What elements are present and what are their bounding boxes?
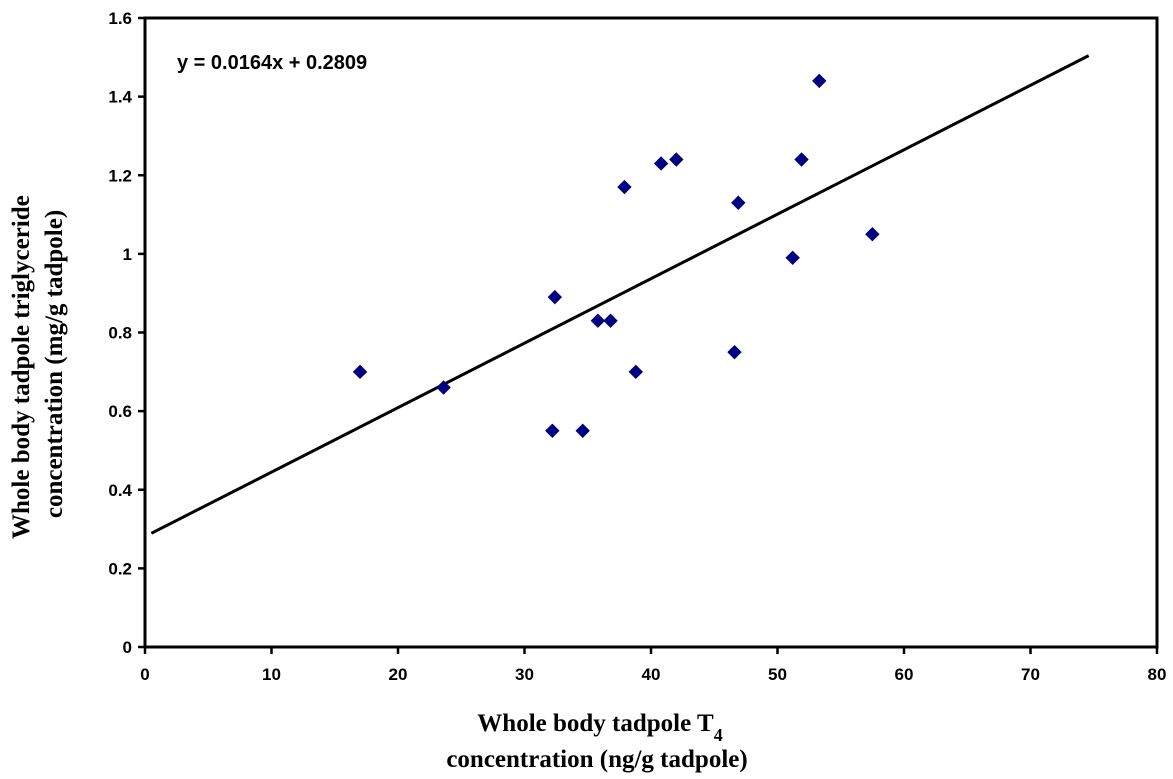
y-tick-label: 0.2 <box>108 559 132 578</box>
x-axis-title-line-1-text: Whole body tadpole T <box>477 710 714 737</box>
x-tick-label: 10 <box>262 665 281 684</box>
y-tick-label: 1.4 <box>108 88 132 107</box>
y-tick-label: 1.2 <box>108 166 132 185</box>
data-point-marker <box>603 313 618 328</box>
y-tick-label: 0.6 <box>108 402 132 421</box>
data-point-marker <box>812 73 827 89</box>
data-point-marker <box>590 313 606 328</box>
x-tick-label: 40 <box>642 665 661 684</box>
data-point-marker <box>545 423 560 438</box>
data-point-marker <box>727 344 742 360</box>
plot-area-frame <box>143 16 1159 649</box>
data-point-marker <box>575 423 590 438</box>
data-point-marker <box>731 195 746 210</box>
data-point-marker <box>352 364 368 380</box>
x-tick-label: 80 <box>1148 665 1167 684</box>
data-point-marker <box>785 250 800 266</box>
y-axis-title: Whole body tadpole triglyceride concentr… <box>8 189 68 539</box>
y-axis-title-line-1: Whole body tadpole triglyceride <box>8 195 35 539</box>
x-axis-title-subscript: 4 <box>714 725 723 745</box>
y-tick-label: 1.6 <box>108 9 132 28</box>
data-point-marker <box>436 380 451 395</box>
data-point-marker <box>628 364 644 380</box>
x-tick-label: 30 <box>515 665 534 684</box>
data-point-marker <box>653 156 669 171</box>
y-tick-label: 0.4 <box>108 481 132 500</box>
y-tick-label: 1 <box>123 245 132 264</box>
trendline <box>150 54 1090 535</box>
x-tick-label: 60 <box>895 665 914 684</box>
y-axis-title-line-2: concentration (mg/g tadpole) <box>41 210 68 518</box>
x-axis-title-line-2: concentration (ng/g tadpole) <box>446 746 747 773</box>
x-axis-ticks: 0 10 20 30 40 50 60 70 80 <box>140 647 1166 684</box>
y-tick-label: 0 <box>123 638 132 657</box>
y-axis-ticks: 0 0.2 0.4 0.6 0.8 1 1.2 1.4 1.6 <box>108 9 145 657</box>
data-point-marker <box>794 152 809 167</box>
x-tick-label: 50 <box>768 665 787 684</box>
trendline-equation: y = 0.0164x + 0.2809 <box>177 52 367 74</box>
x-tick-label: 0 <box>140 665 149 684</box>
data-point-marker <box>617 179 632 195</box>
y-tick-label: 0.8 <box>108 324 132 343</box>
data-point-marker <box>669 152 684 167</box>
data-points <box>352 73 880 438</box>
data-point-marker <box>547 289 563 305</box>
x-tick-label: 70 <box>1021 665 1040 684</box>
x-axis-title-line-1: Whole body tadpole T4 <box>477 710 722 745</box>
data-point-marker <box>865 227 880 242</box>
x-tick-label: 20 <box>389 665 408 684</box>
